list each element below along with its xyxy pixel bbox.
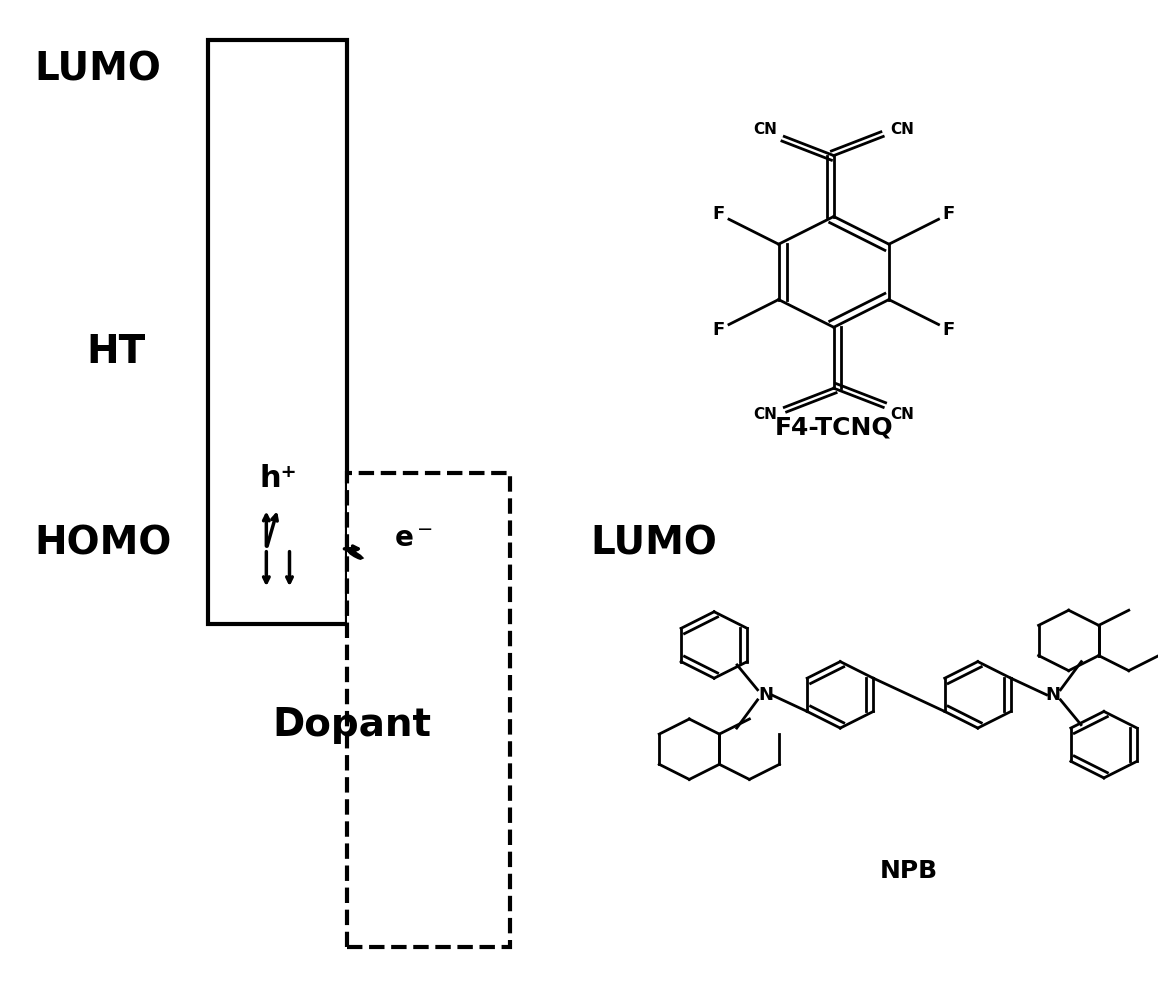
Text: N: N	[758, 686, 774, 704]
Bar	[208, 40, 347, 624]
Text: F4-TCNQ: F4-TCNQ	[775, 416, 893, 440]
Text: N: N	[1045, 686, 1060, 704]
Text: CN: CN	[891, 122, 914, 137]
Bar	[347, 473, 510, 947]
Text: NPB: NPB	[880, 859, 938, 883]
Text: F: F	[943, 205, 954, 224]
Text: e$^-$: e$^-$	[394, 525, 433, 553]
Text: CN: CN	[754, 122, 777, 137]
Text: CN: CN	[754, 407, 777, 422]
Text: F: F	[713, 205, 725, 224]
Text: CN: CN	[891, 407, 914, 422]
Text: LUMO: LUMO	[35, 50, 162, 89]
Text: F: F	[713, 320, 725, 338]
Text: LUMO: LUMO	[591, 525, 718, 563]
Text: HOMO: HOMO	[35, 525, 173, 563]
Text: HT: HT	[86, 333, 146, 372]
Text: Dopant: Dopant	[272, 706, 431, 744]
Text: F: F	[943, 320, 954, 338]
Text: h⁺: h⁺	[259, 464, 296, 492]
